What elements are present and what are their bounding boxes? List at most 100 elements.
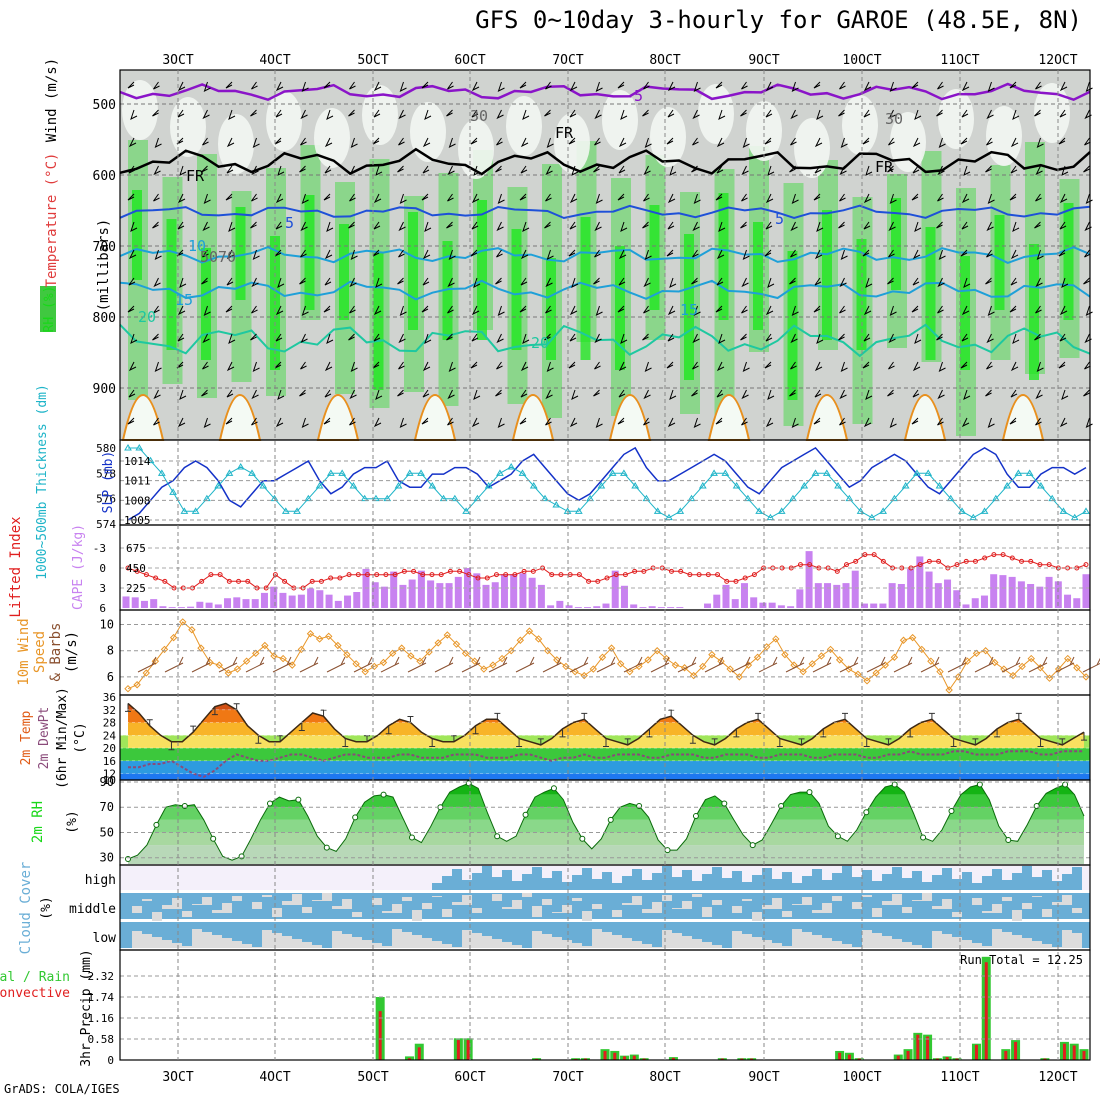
wind-barb (643, 389, 651, 400)
wind-barb (496, 221, 504, 232)
lifted-index-marker (493, 572, 499, 578)
wind-barb (446, 221, 453, 229)
cloud-middle-gap (442, 909, 452, 917)
thickness-marker (462, 507, 471, 514)
precip-convective-bar (838, 1052, 842, 1060)
rh-dry-patch (170, 97, 206, 157)
lifted-index-marker (586, 578, 592, 584)
wind-barb (397, 277, 404, 285)
lifted-index-marker (1000, 552, 1006, 558)
cloud-high-cell (1072, 867, 1082, 890)
wind10-marker (1073, 664, 1081, 672)
wind-barb (937, 389, 945, 400)
wind-barb (1010, 249, 1019, 260)
wind-barb (300, 333, 308, 344)
contour-label: FR (555, 124, 574, 142)
li-tick-label: 3 (99, 582, 106, 595)
cloud-cells (132, 866, 1082, 948)
wind-barb (300, 221, 308, 232)
lifted-index-marker (558, 572, 564, 578)
thickness-marker (743, 494, 752, 502)
thickness-marker (834, 482, 842, 489)
cape-bar (934, 583, 942, 608)
wind-barb (741, 389, 749, 400)
rh-tick-label: 50 (100, 825, 114, 839)
wind10-marker (1036, 664, 1045, 672)
wind-barb (791, 305, 799, 316)
cloud-low-gap (792, 929, 802, 948)
cloud-middle-gap (392, 904, 402, 913)
wind-barb (715, 417, 723, 425)
thickness-marker (541, 494, 549, 502)
wind10-marker (981, 647, 990, 655)
wind-barb (1009, 417, 1017, 425)
cloud-high-cell (622, 876, 632, 890)
wind-barb (275, 81, 284, 92)
wind-barb (324, 277, 332, 286)
temperature-axis-label: Temperature (°C) (44, 153, 60, 288)
wind-barb (250, 109, 257, 117)
cloud-low-gap (982, 946, 992, 948)
cloud-low-gap (842, 944, 852, 948)
rh-core (822, 210, 832, 340)
cape-bar (260, 592, 268, 608)
wind-barb (422, 361, 431, 372)
wind-barb (961, 81, 970, 92)
wind-barb (520, 277, 528, 286)
wind10-marker (334, 641, 342, 650)
lifted-index-marker (484, 575, 490, 581)
thickness-marker (248, 469, 256, 476)
wind-barb (790, 137, 797, 146)
wind-barb (986, 333, 994, 344)
wind-barb (421, 305, 429, 313)
wind-barb (349, 389, 357, 400)
thickness-marker (484, 482, 493, 489)
wind-barb (813, 305, 821, 313)
lifted-index-marker (383, 572, 389, 578)
lifted-index-marker (530, 568, 536, 574)
wind-barb (251, 305, 258, 314)
lifted-index-marker (954, 562, 960, 568)
wind-barb (960, 137, 968, 145)
cape-tick-label: 450 (126, 562, 146, 575)
wind-barb (985, 277, 992, 285)
thickness-tick-label: 576 (96, 493, 116, 506)
cloud-middle-gap (902, 907, 912, 913)
wind-barb (718, 109, 726, 120)
cloud-low-gap (742, 934, 752, 948)
wind-barb (522, 221, 530, 232)
wind10-marker (297, 645, 306, 654)
cape-bar (307, 588, 315, 608)
rh2m-marker (1005, 837, 1012, 844)
wind-barb (692, 221, 700, 232)
wind-barb (644, 361, 652, 372)
cloud-low-gap (382, 946, 392, 948)
cloud-low-gap (1002, 932, 1012, 948)
thickness-marker (281, 507, 290, 514)
cloud-middle-gap (432, 896, 442, 897)
wind-barb (887, 277, 894, 285)
wind-barb (324, 389, 332, 398)
li-tick-label: -3 (93, 542, 106, 555)
top-date-label: 12OCT (1038, 53, 1077, 68)
wind-barb (595, 81, 603, 92)
cape-bar (454, 576, 462, 608)
lifted-index-marker (613, 572, 619, 578)
wind10-marker (1000, 665, 1008, 673)
temp-minmax-bar (385, 725, 392, 735)
wind-barb (349, 277, 357, 288)
cloud-low-gap (392, 929, 402, 948)
wind-barb (889, 305, 897, 316)
rh-dry-patch (746, 101, 782, 161)
wind10-barb (1082, 657, 1100, 673)
cloud-middle-gap (272, 908, 282, 917)
wind-barb (742, 361, 750, 372)
cape-bar (888, 583, 896, 608)
wind-barb (865, 389, 873, 400)
cloud-low-gap (232, 941, 242, 948)
wind10-marker (991, 658, 999, 667)
rh-core (891, 198, 901, 290)
cloud-low-gap (502, 942, 512, 948)
temp-minmax-bar (603, 738, 609, 747)
cape-bar (168, 607, 176, 608)
